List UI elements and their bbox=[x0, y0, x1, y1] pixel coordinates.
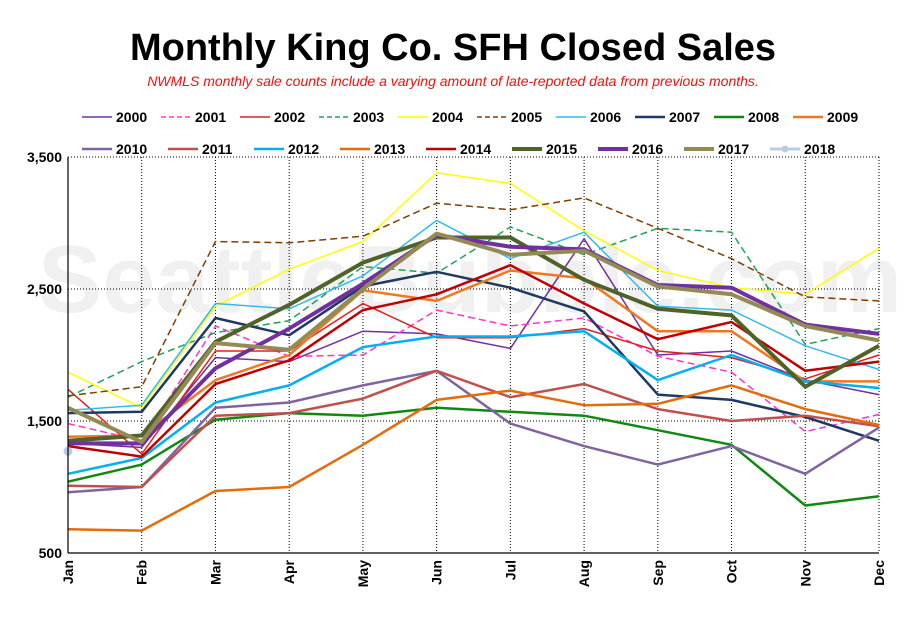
legend-label: 2009 bbox=[827, 109, 858, 125]
legend-label: 2004 bbox=[432, 109, 463, 125]
legend-label: 2012 bbox=[288, 141, 319, 157]
legend-label: 2018 bbox=[804, 141, 835, 157]
legend-item-2004: 2004 bbox=[398, 109, 463, 125]
legend-item-2001: 2001 bbox=[161, 109, 226, 125]
legend-swatch-marker bbox=[781, 145, 789, 153]
x-tick-label: Dec bbox=[871, 560, 887, 586]
legend-label: 2001 bbox=[195, 109, 226, 125]
x-tick-label: Oct bbox=[724, 560, 740, 584]
x-tick-label: Mar bbox=[207, 559, 223, 584]
series-line-2004 bbox=[67, 172, 880, 409]
series-line-2013 bbox=[67, 384, 880, 532]
legend-label: 2008 bbox=[748, 109, 779, 125]
legend-item-2014: 2014 bbox=[426, 141, 491, 157]
legend-label: 2010 bbox=[116, 141, 147, 157]
x-tick-label: Jan bbox=[60, 560, 76, 584]
legend: 2000 2001 2002 2003 2004 2005 2006 2007 2008 2009… bbox=[82, 109, 858, 157]
legend-item-2016: 2016 bbox=[598, 141, 663, 157]
series-line-2010 bbox=[67, 369, 880, 494]
legend-label: 2011 bbox=[202, 141, 233, 157]
legend-item-2015: 2015 bbox=[512, 141, 577, 157]
legend-item-2005: 2005 bbox=[477, 109, 542, 125]
legend-label: 2003 bbox=[353, 109, 384, 125]
legend-item-2013: 2013 bbox=[340, 141, 405, 157]
x-tick-label: Apr bbox=[281, 559, 297, 584]
legend-item-2003: 2003 bbox=[319, 109, 384, 125]
legend-label: 2005 bbox=[511, 109, 542, 125]
series-line-2014 bbox=[67, 263, 880, 458]
legend-item-2011: 2011 bbox=[168, 141, 233, 157]
series-line-2017 bbox=[67, 231, 880, 445]
series-line-2005 bbox=[67, 197, 880, 397]
legend-item-2002: 2002 bbox=[240, 109, 305, 125]
legend-label: 2000 bbox=[116, 109, 147, 125]
y-tick-label: 1,500 bbox=[27, 413, 62, 429]
series-line-2002 bbox=[67, 302, 880, 455]
x-tick-label: Jun bbox=[429, 560, 445, 585]
legend-item-2006: 2006 bbox=[556, 109, 621, 125]
legend-item-2010: 2010 bbox=[82, 141, 147, 157]
legend-item-2012: 2012 bbox=[254, 141, 319, 157]
series-line-2011 bbox=[67, 369, 880, 489]
axes bbox=[67, 157, 879, 554]
legend-label: 2017 bbox=[718, 141, 749, 157]
y-tick-labels: 500 1,500 2,500 3,500 bbox=[27, 149, 62, 561]
x-tick-label: Aug bbox=[576, 560, 592, 587]
y-tick-label: 500 bbox=[39, 545, 63, 561]
legend-label: 2015 bbox=[546, 141, 577, 157]
chart-subtitle: NWMLS monthly sale counts include a vary… bbox=[147, 73, 759, 89]
legend-item-2009: 2009 bbox=[793, 109, 858, 125]
legend-label: 2007 bbox=[669, 109, 700, 125]
legend-item-2018: 2018 bbox=[770, 141, 835, 157]
x-tick-label: May bbox=[355, 560, 371, 587]
legend-label: 2014 bbox=[460, 141, 491, 157]
series-line-2000 bbox=[67, 238, 880, 449]
series-line-2012 bbox=[67, 329, 880, 476]
series-line-2001 bbox=[67, 309, 880, 442]
x-tick-label: Sep bbox=[650, 560, 666, 586]
grid bbox=[67, 156, 880, 554]
x-tick-labels: Jan Feb Mar Apr May Jun Jul Aug Sep Oct Nov Dec bbox=[60, 559, 887, 587]
y-tick-label: 3,500 bbox=[27, 149, 62, 165]
series-line-2016 bbox=[68, 232, 880, 446]
series-line-2003 bbox=[67, 226, 880, 398]
legend-item-2008: 2008 bbox=[714, 109, 779, 125]
y-tick-label: 2,500 bbox=[27, 281, 62, 297]
series-lines bbox=[63, 172, 880, 532]
legend-item-2000: 2000 bbox=[82, 109, 147, 125]
legend-item-2007: 2007 bbox=[635, 109, 700, 125]
series-line-2009 bbox=[67, 269, 879, 439]
legend-label: 2002 bbox=[274, 109, 305, 125]
x-tick-label: Feb bbox=[134, 560, 150, 585]
legend-item-2017: 2017 bbox=[684, 141, 749, 157]
legend-label: 2006 bbox=[590, 109, 621, 125]
x-tick-label: Nov bbox=[797, 560, 813, 587]
legend-label: 2013 bbox=[374, 141, 405, 157]
legend-label: 2016 bbox=[632, 141, 663, 157]
x-tick-label: Jul bbox=[502, 560, 518, 580]
chart-title: Monthly King Co. SFH Closed Sales bbox=[130, 27, 776, 69]
